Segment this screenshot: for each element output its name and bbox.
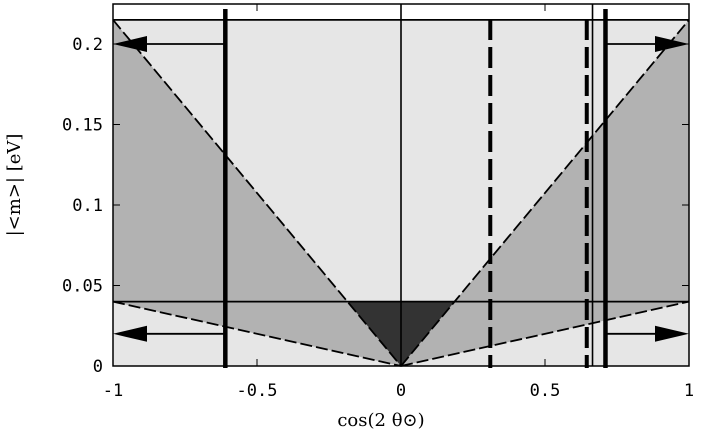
y-tick-label-4: 0.2 — [72, 35, 103, 55]
y-tick-label-0: 0 — [93, 357, 103, 377]
y-axis-ticks: 0 0.05 0.1 0.15 0.2 — [62, 35, 689, 377]
x-axis-ticks: -1 -0.5 0 0.5 1 — [103, 4, 694, 401]
y-tick-label-2: 0.1 — [72, 196, 103, 216]
vertical-lines — [223, 4, 608, 368]
arrow-2 — [113, 325, 226, 342]
arrow-3 — [605, 325, 689, 342]
x-tick-label-1: -0.5 — [237, 381, 278, 401]
dashed-boundary-lines — [112, 19, 690, 367]
x-axis-label: cos(2 θ⊙) — [337, 410, 424, 431]
arrows — [113, 36, 689, 342]
dashed-line-0 — [112, 19, 402, 367]
y-tick-label-1: 0.05 — [62, 277, 103, 297]
x-tick-label-3: 0.5 — [530, 381, 561, 401]
dashed-line-2 — [112, 300, 402, 367]
y-tick-label-3: 0.15 — [62, 116, 103, 136]
arrow-1 — [605, 36, 689, 52]
arrow-0 — [113, 36, 226, 52]
dashed-line-1 — [400, 19, 690, 367]
y-axis-label: |<m>| [eV] — [4, 134, 25, 237]
x-tick-label-0: -1 — [103, 381, 123, 401]
dashed-line-3 — [400, 300, 690, 367]
x-tick-label-4: 1 — [684, 381, 694, 401]
x-tick-label-2: 0 — [396, 381, 406, 401]
